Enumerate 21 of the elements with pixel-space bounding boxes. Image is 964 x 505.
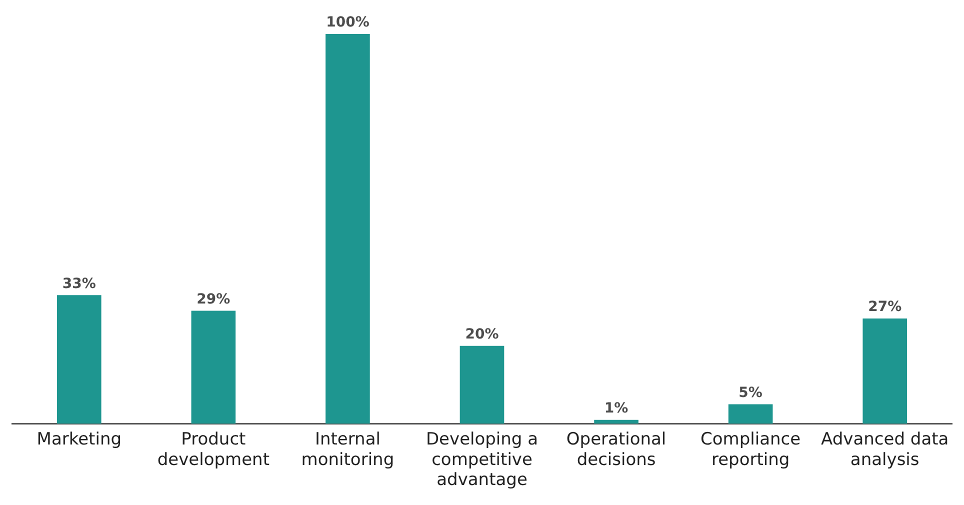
data-label: 100% (326, 14, 370, 31)
bar (460, 346, 504, 424)
x-tick-label: Developing a competitive advantage (426, 429, 538, 490)
bar (326, 34, 370, 424)
x-tick-label: Compliance reporting (700, 429, 801, 470)
data-label: 29% (196, 291, 230, 308)
x-tick-label: Advanced data analysis (821, 429, 949, 470)
bar (56, 295, 102, 424)
bar (728, 404, 773, 424)
x-tick-label: Marketing (36, 429, 122, 450)
data-label: 33% (62, 276, 96, 292)
data-label: 5% (738, 384, 762, 401)
data-label: 1% (604, 400, 628, 417)
x-tick-label: Internal monitoring (301, 429, 394, 470)
x-tick-label: Product development (157, 429, 270, 470)
bar (862, 318, 908, 424)
x-tick-label: Operational decisions (566, 429, 666, 470)
data-label: 27% (868, 299, 902, 316)
data-label: 20% (465, 326, 499, 342)
bar (594, 420, 638, 424)
bar (191, 310, 236, 424)
